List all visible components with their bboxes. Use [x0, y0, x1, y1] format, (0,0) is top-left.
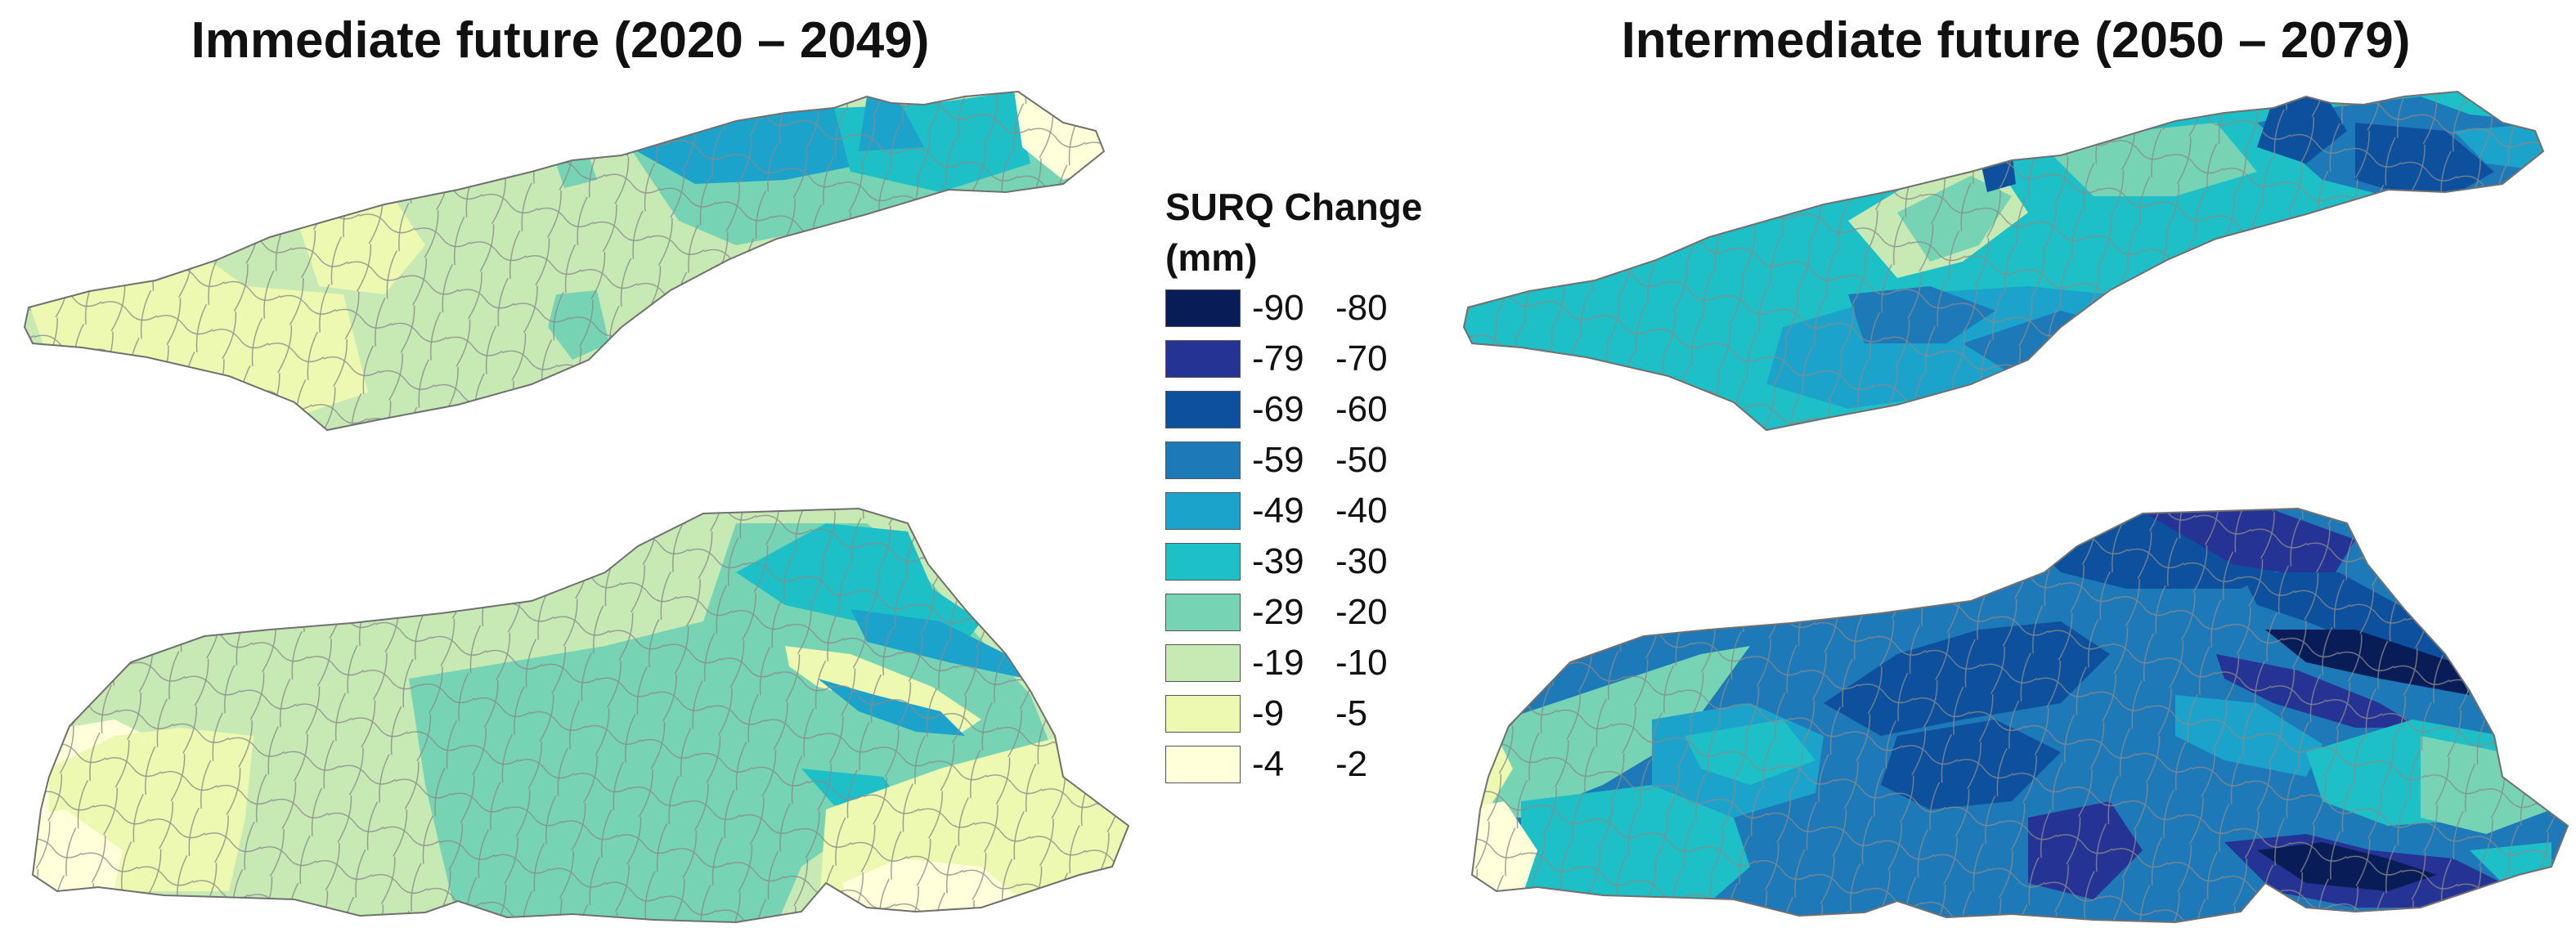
legend-class-high: -30	[1335, 541, 1388, 581]
legend: SURQ Change (mm) -90 -80 -79 -70 -69 -60 -59 -5…	[1165, 182, 1476, 790]
legend-row: -9 -5	[1165, 688, 1476, 739]
legend-class-low: -79	[1252, 338, 1304, 379]
legend-swatch	[1165, 594, 1241, 631]
legend-swatch	[1165, 391, 1241, 428]
legend-rows: -90 -80 -79 -70 -69 -60 -59 -50 -49 -40 -39 -30 -29-…	[1165, 283, 1476, 790]
legend-row: -59 -50	[1165, 435, 1476, 486]
legend-row: -29 -20	[1165, 587, 1476, 638]
legend-class-low: -19	[1252, 643, 1304, 683]
legend-swatch	[1165, 289, 1241, 327]
legend-class-high: -70	[1335, 338, 1388, 379]
legend-class-low: -90	[1252, 288, 1304, 328]
legend-title: SURQ Change (mm)	[1165, 186, 1423, 279]
legend-class-high: -40	[1335, 491, 1388, 531]
legend-swatch	[1165, 695, 1241, 733]
legend-class-high: -20	[1335, 592, 1388, 632]
map-immediate-upper-basin	[24, 91, 1105, 431]
map-intermediate-lower-basin	[1471, 508, 2569, 923]
legend-row: -69 -60	[1165, 384, 1476, 435]
legend-class-high: -80	[1335, 288, 1388, 328]
legend-class-low: -29	[1252, 592, 1304, 632]
legend-swatch	[1165, 442, 1241, 479]
legend-class-high: -50	[1335, 440, 1388, 480]
legend-class-low: -59	[1252, 440, 1304, 480]
legend-class-high: -5	[1335, 693, 1368, 733]
legend-class-high: -10	[1335, 643, 1388, 683]
map-immediate-lower-basin	[32, 508, 1129, 923]
legend-class-low: -4	[1252, 744, 1285, 784]
map-intermediate-upper-basin	[1463, 91, 2544, 431]
legend-swatch	[1165, 644, 1241, 682]
legend-row: -19 -10	[1165, 638, 1476, 688]
legend-class-low: -69	[1252, 389, 1304, 429]
legend-swatch	[1165, 340, 1241, 378]
legend-class-high: -2	[1335, 744, 1368, 784]
legend-class-low: -49	[1252, 491, 1304, 531]
legend-row: -49 -40	[1165, 486, 1476, 536]
legend-row: -90 -80	[1165, 283, 1476, 334]
legend-row: -4 -2	[1165, 739, 1476, 790]
legend-class-high: -60	[1335, 389, 1388, 429]
legend-swatch	[1165, 492, 1241, 530]
legend-row: -79 -70	[1165, 334, 1476, 384]
legend-swatch	[1165, 746, 1241, 783]
legend-row: -39 -30	[1165, 536, 1476, 587]
legend-class-low: -39	[1252, 541, 1304, 581]
legend-swatch	[1165, 543, 1241, 581]
map-title-immediate: Immediate future (2020 – 2049)	[191, 12, 930, 69]
map-title-intermediate: Intermediate future (2050 – 2079)	[1621, 12, 2411, 69]
legend-class-low: -9	[1252, 693, 1285, 733]
